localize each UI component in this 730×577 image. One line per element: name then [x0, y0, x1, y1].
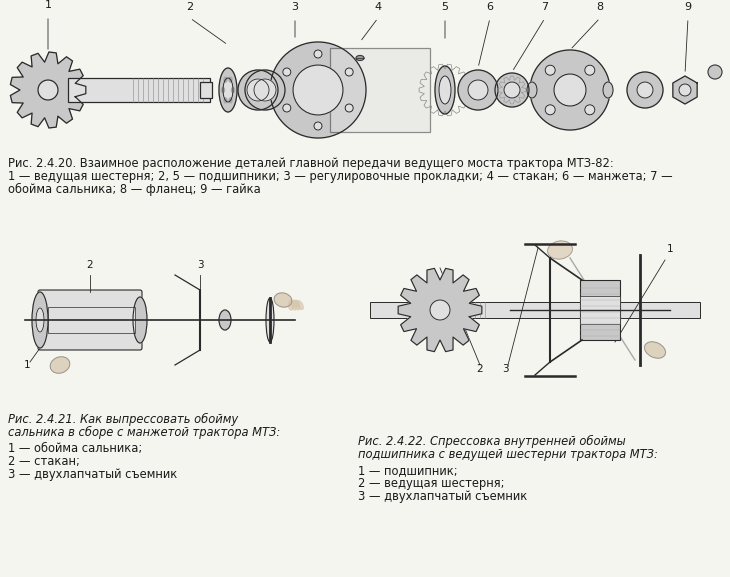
Bar — [580, 296, 620, 324]
Circle shape — [637, 82, 653, 98]
Text: 8: 8 — [596, 2, 604, 12]
Ellipse shape — [274, 293, 292, 307]
Circle shape — [458, 70, 498, 110]
Text: 3 — двухлапчатый съемник: 3 — двухлапчатый съемник — [358, 490, 527, 503]
Text: Рис. 2.4.20. Взаимное расположение деталей главной передачи ведущего моста тракт: Рис. 2.4.20. Взаимное расположение детал… — [8, 157, 614, 170]
Ellipse shape — [224, 77, 227, 82]
Ellipse shape — [296, 301, 303, 309]
Bar — [48, 307, 135, 333]
Ellipse shape — [50, 357, 70, 373]
Bar — [580, 280, 620, 340]
Text: 7: 7 — [542, 2, 548, 12]
Circle shape — [38, 80, 58, 100]
Text: 3: 3 — [196, 260, 204, 270]
Ellipse shape — [645, 342, 666, 358]
Ellipse shape — [219, 310, 231, 330]
Text: 6: 6 — [486, 2, 493, 12]
Ellipse shape — [229, 77, 232, 82]
Bar — [200, 82, 212, 98]
Circle shape — [283, 104, 291, 112]
Circle shape — [679, 84, 691, 96]
Circle shape — [430, 300, 450, 320]
Circle shape — [314, 122, 322, 130]
Ellipse shape — [603, 82, 613, 98]
Text: 4: 4 — [374, 2, 382, 12]
Ellipse shape — [133, 297, 147, 343]
Ellipse shape — [221, 88, 225, 92]
Ellipse shape — [288, 300, 293, 310]
Ellipse shape — [32, 292, 48, 348]
Text: Рис. 2.4.22. Спрессовка внутренней обоймы: Рис. 2.4.22. Спрессовка внутренней обойм… — [358, 435, 626, 448]
Text: 2: 2 — [87, 260, 93, 270]
Text: 1 — обойма сальника;: 1 — обойма сальника; — [8, 442, 142, 455]
Circle shape — [270, 42, 366, 138]
Ellipse shape — [356, 55, 364, 61]
Circle shape — [345, 68, 353, 76]
Circle shape — [238, 70, 278, 110]
Ellipse shape — [223, 78, 233, 102]
Ellipse shape — [224, 98, 227, 103]
Text: подшипника с ведущей шестерни трактора МТЗ:: подшипника с ведущей шестерни трактора М… — [358, 448, 658, 461]
Ellipse shape — [439, 76, 451, 104]
Text: Рис. 2.4.21. Как выпрессовать обойму: Рис. 2.4.21. Как выпрессовать обойму — [8, 413, 238, 426]
Circle shape — [504, 82, 520, 98]
Text: 3: 3 — [502, 364, 508, 374]
Circle shape — [314, 50, 322, 58]
Ellipse shape — [548, 241, 572, 259]
Bar — [370, 302, 700, 318]
Circle shape — [245, 70, 285, 110]
Ellipse shape — [36, 308, 44, 332]
Ellipse shape — [229, 98, 232, 103]
Text: 2: 2 — [186, 2, 193, 12]
Circle shape — [554, 74, 586, 106]
Ellipse shape — [266, 298, 274, 342]
Circle shape — [627, 72, 663, 108]
Circle shape — [468, 80, 488, 100]
Circle shape — [708, 65, 722, 79]
Polygon shape — [673, 76, 697, 104]
Text: 1 — подшипник;: 1 — подшипник; — [358, 464, 458, 477]
Bar — [330, 48, 430, 132]
Circle shape — [545, 105, 556, 115]
Text: 3 — двухлапчатый съемник: 3 — двухлапчатый съемник — [8, 468, 177, 481]
Circle shape — [283, 68, 291, 76]
Circle shape — [530, 50, 610, 130]
Text: 1 — ведущая шестерня; 2, 5 — подшипники; 3 — регулировочные прокладки; 4 — стака: 1 — ведущая шестерня; 2, 5 — подшипники;… — [8, 170, 672, 183]
Circle shape — [254, 79, 276, 101]
Text: 2: 2 — [477, 364, 483, 374]
Ellipse shape — [219, 68, 237, 112]
Circle shape — [545, 65, 556, 75]
Ellipse shape — [294, 300, 300, 310]
Text: 1: 1 — [666, 244, 673, 254]
Text: 5: 5 — [442, 2, 448, 12]
Circle shape — [293, 65, 343, 115]
Ellipse shape — [435, 66, 455, 114]
Bar — [68, 78, 210, 102]
Polygon shape — [398, 268, 482, 351]
Circle shape — [585, 65, 595, 75]
Text: 9: 9 — [685, 2, 691, 12]
Text: 2 — ведущая шестерня;: 2 — ведущая шестерня; — [358, 477, 504, 490]
Ellipse shape — [527, 82, 537, 98]
Text: 2 — стакан;: 2 — стакан; — [8, 455, 80, 468]
Text: 1: 1 — [23, 360, 31, 370]
Text: обойма сальника; 8 — фланец; 9 — гайка: обойма сальника; 8 — фланец; 9 — гайка — [8, 183, 261, 196]
Text: сальника в сборе с манжетой трактора МТЗ:: сальника в сборе с манжетой трактора МТЗ… — [8, 426, 280, 439]
Ellipse shape — [291, 300, 296, 310]
Text: 3: 3 — [291, 2, 299, 12]
Circle shape — [495, 73, 529, 107]
Text: 1: 1 — [45, 0, 52, 10]
Ellipse shape — [231, 88, 234, 92]
Circle shape — [247, 79, 269, 101]
Circle shape — [585, 105, 595, 115]
Polygon shape — [10, 52, 86, 128]
FancyBboxPatch shape — [38, 290, 142, 350]
Circle shape — [345, 104, 353, 112]
